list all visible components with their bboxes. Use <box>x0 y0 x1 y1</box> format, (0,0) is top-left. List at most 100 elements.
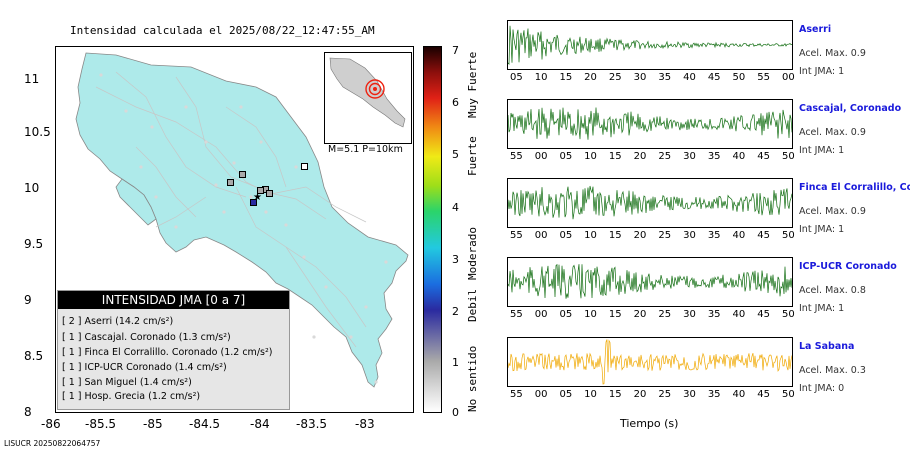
waveform-svg <box>508 25 792 66</box>
time-tick-label: 50 <box>782 389 795 400</box>
x-tick-label: -84.5 <box>189 417 221 431</box>
colorbar-category: Fuerte <box>466 136 479 176</box>
jma-intensity: Int JMA: 1 <box>799 224 845 235</box>
max-acceleration: Acel. Max. 0.9 <box>799 127 866 138</box>
time-tick-label: 05 <box>559 389 573 400</box>
time-tick-label: 25 <box>608 72 622 83</box>
legend-item: [ 1 ] Hosp. Grecia (1.2 cm/s²) <box>62 391 200 402</box>
time-tick-label: 05 <box>559 309 573 320</box>
station-name-link[interactable]: Finca El Corralillo, Coronado <box>799 182 910 193</box>
y-tick-label: 10 <box>24 181 40 195</box>
station-marker-san-miguel[interactable] <box>239 171 246 178</box>
legend-text: Aserri (14.2 cm/s²) <box>84 316 174 327</box>
legend-level: [ 1 ] <box>62 377 82 388</box>
waveform-line <box>508 185 792 220</box>
time-tick-label: 20 <box>633 309 647 320</box>
time-tick-label: 10 <box>584 309 597 320</box>
time-tick-label: 25 <box>658 309 672 320</box>
colorbar-tick: 2 <box>452 305 459 318</box>
nicoya-peninsula <box>115 178 157 226</box>
colorbar-tick: 5 <box>452 148 459 161</box>
colorbar-category: Debil <box>466 288 479 322</box>
station-marker[interactable] <box>301 163 308 170</box>
x-tick-label: -85.5 <box>85 417 117 431</box>
colorbar-tick: 7 <box>452 44 459 57</box>
waveform-panel <box>507 337 793 387</box>
inset-map <box>324 52 412 144</box>
station-marker-hosp-grecia[interactable] <box>227 179 234 186</box>
time-tick-label: 50 <box>732 72 746 83</box>
time-tick-label: 10 <box>534 72 548 83</box>
time-tick-label: 05 <box>510 72 523 83</box>
y-tick-label: 9.5 <box>24 237 44 251</box>
jma-intensity: Int JMA: 1 <box>799 66 845 77</box>
time-tick-label: 30 <box>683 389 696 400</box>
time-tick-label: 25 <box>658 151 672 162</box>
station-name-link[interactable]: Aserri <box>799 24 832 35</box>
colorbar-tick: 0 <box>452 406 459 419</box>
time-tick-label: 30 <box>683 309 696 320</box>
colorbar-tick: 1 <box>452 356 459 369</box>
legend-level: [ 1 ] <box>62 391 82 402</box>
time-tick-label: 30 <box>633 72 647 83</box>
time-tick-label: 30 <box>683 151 696 162</box>
time-tick-label: 00 <box>534 151 548 162</box>
epicenter-ring <box>365 79 385 99</box>
footer-id: LISUCR 20250822064757 <box>4 439 101 448</box>
time-tick-label: 55 <box>757 72 770 83</box>
road-network <box>95 71 367 348</box>
waveform-line <box>508 263 792 299</box>
legend-item: [ 1 ] Cascajal. Coronado (1.3 cm/s²) <box>62 332 231 343</box>
legend-text: Cascajal. Coronado (1.3 cm/s²) <box>84 332 231 343</box>
x-tick-label: -85 <box>143 417 163 431</box>
x-tick-label: -86 <box>41 417 61 431</box>
station-name-link[interactable]: La Sabana <box>799 341 855 352</box>
time-tick-label: 55 <box>510 151 523 162</box>
time-tick-label: 00 <box>782 72 795 83</box>
time-tick-label: 15 <box>559 72 573 83</box>
time-tick-label: 50 <box>782 230 795 241</box>
time-tick-label: 20 <box>633 230 647 241</box>
time-tick-label: 10 <box>584 389 597 400</box>
time-tick-label: 40 <box>732 309 746 320</box>
time-tick-label: 00 <box>534 389 548 400</box>
station-marker-aserri[interactable] <box>250 199 257 206</box>
station-marker-icp-ucr[interactable] <box>266 190 273 197</box>
station-name-link[interactable]: ICP-UCR Coronado <box>799 261 897 272</box>
time-tick-label: 15 <box>608 230 622 241</box>
colorbar-tick: 4 <box>452 201 459 214</box>
colorbar-tick: 3 <box>452 253 459 266</box>
waveform-svg <box>508 185 792 220</box>
jma-intensity: Int JMA: 1 <box>799 303 845 314</box>
legend-item: [ 1 ] San Miguel (1.4 cm/s²) <box>62 377 192 388</box>
waveform-line <box>508 107 792 140</box>
max-acceleration: Acel. Max. 0.8 <box>799 285 866 296</box>
max-acceleration: Acel. Max. 0.3 <box>799 365 866 376</box>
legend-text: Hosp. Grecia (1.2 cm/s²) <box>84 391 201 402</box>
x-tick-label: -83.5 <box>296 417 328 431</box>
colorbar-tick: 6 <box>452 96 459 109</box>
time-tick-label: 45 <box>707 72 721 83</box>
legend-item: [ 1 ] Finca El Corralillo. Coronado (1.2… <box>62 347 272 358</box>
time-tick-label: 25 <box>658 389 672 400</box>
time-tick-label: 15 <box>608 389 622 400</box>
map-title: Intensidad calculada el 2025/08/22_12:47… <box>70 24 375 37</box>
time-tick-label: 15 <box>608 151 622 162</box>
x-tick-label: -83 <box>355 417 375 431</box>
x-axis-label: Tiempo (s) <box>620 417 679 430</box>
time-tick-label: 50 <box>782 309 795 320</box>
time-tick-label: 35 <box>707 389 721 400</box>
legend-level: [ 1 ] <box>62 332 82 343</box>
time-tick-label: 35 <box>707 151 721 162</box>
y-tick-label: 11 <box>24 72 40 86</box>
legend-item: [ 1 ] ICP-UCR Coronado (1.4 cm/s²) <box>62 362 227 373</box>
legend-text: Finca El Corralillo. Coronado (1.2 cm/s²… <box>84 347 273 358</box>
time-tick-label: 10 <box>584 151 597 162</box>
station-marker-finca-corralillo[interactable] <box>257 187 264 194</box>
colorbar-category: Muy Fuerte <box>466 51 479 118</box>
time-tick-label: 20 <box>584 72 597 83</box>
station-name-link[interactable]: Cascajal, Coronado <box>799 103 902 114</box>
time-tick-label: 15 <box>608 309 622 320</box>
inset-svg <box>329 57 406 128</box>
max-acceleration: Acel. Max. 0.9 <box>799 206 866 217</box>
